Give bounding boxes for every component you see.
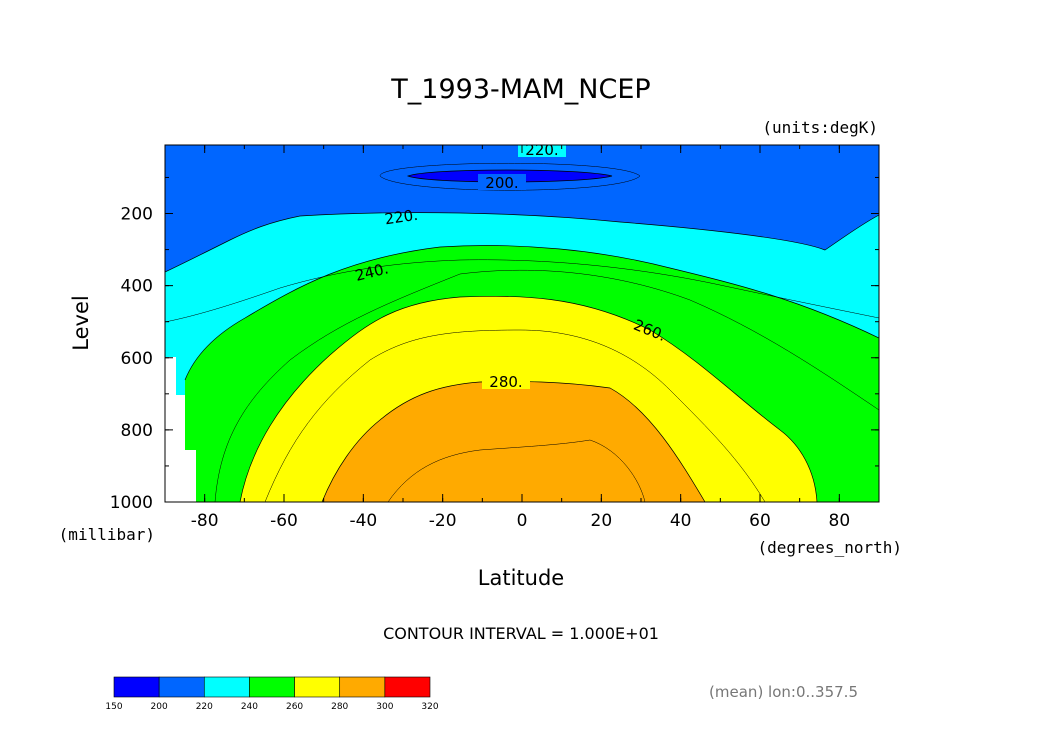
contour-label: 200.: [485, 174, 518, 192]
x-axis-label: Latitude: [478, 566, 564, 590]
y-axis-label: Level: [69, 295, 93, 350]
colorbar-tick-label: 220: [196, 702, 213, 712]
x-units-label: (degrees_north): [758, 538, 903, 557]
x-tick-label: -80: [191, 511, 219, 531]
y-tick-label: 400: [121, 277, 153, 297]
colorbar-swatch: [203, 676, 250, 698]
x-tick-label: -20: [429, 511, 457, 531]
contour-label: 220.: [384, 206, 420, 228]
contour-interval-label: CONTOUR INTERVAL = 1.000E+01: [383, 624, 659, 643]
contour-label: 220.: [525, 141, 558, 159]
missing-data-region: [165, 357, 196, 502]
colorbar: [113, 676, 431, 698]
y-units-label: (millibar): [59, 525, 155, 544]
contour-label: 280.: [489, 373, 522, 391]
chart-title: T_1993-MAM_NCEP: [390, 74, 650, 105]
y-tick-labels: 200 400 600 800 1000: [110, 205, 153, 513]
tick-marks: [164, 145, 880, 503]
y-tick-label: 800: [121, 421, 153, 441]
contour-lines: [165, 163, 879, 502]
colorbar-swatch: [113, 676, 160, 698]
y-tick-label: 200: [121, 205, 153, 225]
colorbar-tick-labels: 150 200 220 240 260 280 300 320: [105, 702, 438, 712]
colorbar-tick-label: 300: [376, 702, 393, 712]
units-label: (units:degK): [762, 118, 878, 137]
x-tick-label: 40: [670, 511, 692, 531]
colorbar-tick-label: 260: [286, 702, 303, 712]
contour-plot-area: 220. 200. 220. 240. 260. 280.: [165, 141, 879, 502]
x-tick-label: 0: [517, 511, 528, 531]
colorbar-swatch: [339, 676, 386, 698]
x-tick-label: 80: [829, 511, 851, 531]
y-tick-label: 600: [121, 349, 153, 369]
colorbar-tick-label: 150: [105, 702, 122, 712]
colorbar-swatch: [249, 676, 295, 698]
colorbar-swatch: [294, 676, 341, 698]
x-tick-label: -60: [270, 511, 298, 531]
colorbar-swatch: [384, 676, 431, 698]
x-tick-label: -40: [349, 511, 377, 531]
colorbar-swatch: [158, 676, 205, 698]
mean-label: (mean) lon:0..357.5: [709, 683, 858, 701]
colorbar-tick-label: 240: [241, 702, 258, 712]
x-tick-labels: -80 -60 -40 -20 0 20 40 60 80: [191, 511, 850, 531]
x-tick-label: 20: [591, 511, 613, 531]
x-tick-label: 60: [749, 511, 771, 531]
band-200-220: [165, 145, 879, 272]
colorbar-tick-label: 200: [151, 702, 168, 712]
y-tick-label: 1000: [110, 493, 153, 513]
colorbar-tick-label: 320: [421, 702, 438, 712]
colorbar-tick-label: 280: [331, 702, 348, 712]
